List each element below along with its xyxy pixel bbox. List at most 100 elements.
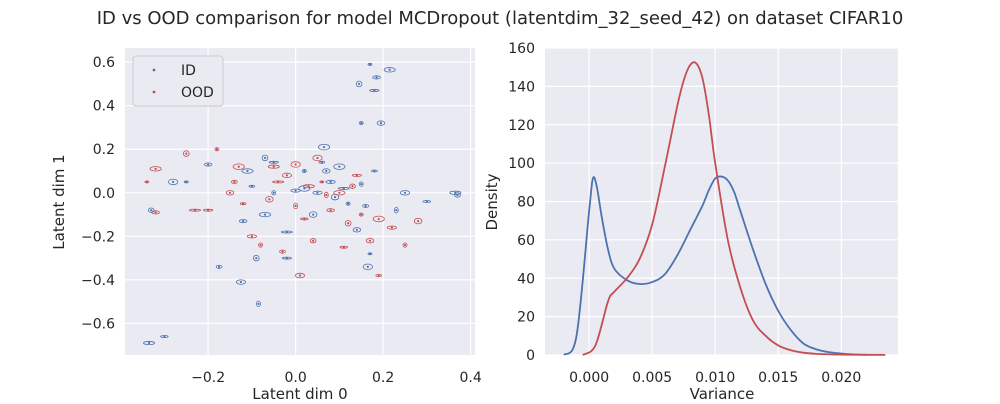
ood-point [303, 217, 306, 221]
density-y-tick-label: 140 [508, 79, 535, 95]
ood-ellipse [149, 166, 162, 172]
id-point [373, 169, 376, 173]
ood-point [237, 165, 240, 168]
id-point [163, 335, 166, 338]
scatter-y-tick-label: 0.6 [93, 55, 115, 71]
id-point [312, 213, 315, 216]
id-point [320, 161, 323, 164]
ood-point [185, 152, 188, 155]
density-lines [563, 61, 886, 356]
id-point [379, 122, 383, 125]
id-ellipse [271, 190, 277, 196]
scatter-x-tick-labels: −0.2 0.0 0.2 0.4 [191, 370, 482, 386]
ood-point [298, 274, 302, 277]
density-y-tick-labels: 0 20 40 60 80 100 120 140 160 [508, 41, 535, 364]
id-point [316, 191, 319, 194]
density-y-tick-label: 100 [508, 156, 535, 172]
id-point [246, 169, 249, 173]
id-point [263, 156, 267, 160]
id-point [147, 341, 151, 345]
id-ellipse [355, 80, 363, 88]
ood-point [338, 191, 341, 194]
density-x-tick-label: 0.005 [632, 370, 672, 386]
ood-ellipse [279, 249, 286, 254]
ood-point [417, 219, 420, 223]
id-point [294, 189, 297, 192]
id-ellipse [143, 341, 156, 346]
id-point [303, 169, 306, 173]
ood-point [403, 243, 407, 247]
density-x-tick-label: 0.010 [695, 370, 735, 386]
ood-ellipse [302, 184, 315, 189]
id-point [338, 165, 341, 168]
ood-ellipse [281, 172, 292, 178]
id-point [285, 257, 288, 260]
id-ellipse [383, 67, 396, 73]
id-point [207, 163, 210, 166]
ood-ellipse [402, 242, 408, 248]
id-point [388, 68, 391, 71]
id-point [355, 228, 358, 231]
ood-ellipse [309, 238, 317, 244]
id-ellipse [258, 211, 271, 218]
density-x-tick-label: 0.020 [821, 370, 861, 386]
id-point [272, 161, 275, 164]
id-point [425, 200, 428, 203]
ood-point [368, 239, 372, 242]
density-y-tick-label: 160 [508, 41, 535, 57]
id-point [285, 230, 288, 234]
density-x-tick-label: 0.015 [758, 370, 798, 386]
ood-point [307, 185, 310, 188]
id-point [375, 76, 378, 79]
density-y-tick-label: 60 [517, 233, 535, 249]
id-point [322, 145, 326, 149]
ood-ellipse [232, 163, 245, 170]
id-ellipse [345, 201, 351, 206]
scatter-x-tick-label: 0.0 [284, 370, 306, 386]
id-point [360, 122, 363, 125]
ood-point [294, 163, 297, 166]
ood-point [193, 209, 197, 212]
ood-point [316, 156, 319, 160]
id-ellipse [252, 254, 260, 262]
ood-point [228, 191, 232, 194]
scatter-x-axis-label: Latent dim 0 [252, 385, 347, 400]
id-ellipse [203, 162, 213, 167]
legend-id-label: ID [181, 63, 196, 79]
id-point [347, 202, 350, 205]
ood-point [281, 250, 284, 253]
ood-ellipse [225, 190, 235, 196]
ood-point [250, 235, 253, 238]
ood-density-line [582, 61, 886, 356]
id-point [333, 196, 337, 199]
ood-point [377, 217, 380, 221]
ood-ellipse [312, 154, 323, 162]
id-ellipse [301, 169, 307, 174]
id-ellipse [318, 143, 331, 151]
ood-point [268, 198, 271, 201]
ood-point [294, 204, 297, 207]
scatter-panel: −0.2 0.0 0.2 0.4 −0.6 −0.4 −0.2 0.0 0.2 0.4 0.6 L… [50, 48, 482, 403]
id-ellipse [312, 190, 323, 195]
ood-ellipse [358, 212, 364, 217]
id-point [217, 265, 221, 268]
scatter-x-tick-label: 0.2 [372, 370, 394, 386]
ood-ellipse [349, 183, 356, 189]
scatter-y-tick-label: −0.4 [81, 273, 115, 289]
legend-frame [132, 55, 224, 107]
scatter-y-tick-label: 0.0 [93, 186, 115, 202]
id-point [368, 252, 372, 255]
density-x-axis-label: Variance [690, 385, 755, 400]
ood-ellipse [323, 191, 329, 199]
ood-point [347, 222, 350, 225]
density-y-tick-label: 0 [526, 348, 535, 364]
ood-point [154, 211, 157, 214]
id-density-line [563, 175, 867, 356]
id-ellipse [362, 263, 373, 271]
ood-point [233, 180, 236, 184]
id-ellipse [358, 121, 364, 126]
ood-ellipse [413, 217, 423, 225]
ood-point [351, 185, 354, 188]
